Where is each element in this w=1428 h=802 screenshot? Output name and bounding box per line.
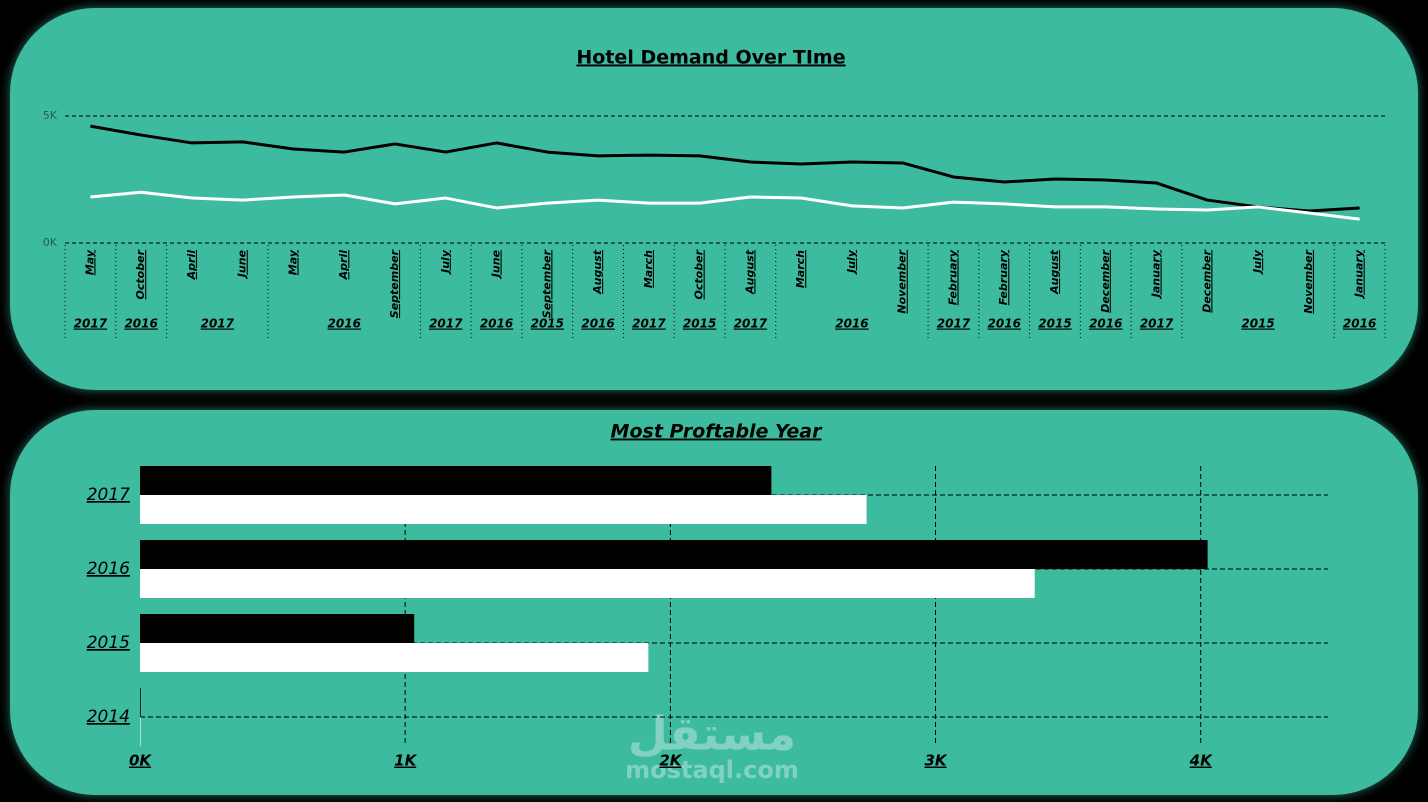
watermark: mostaql.com (625, 756, 799, 784)
x-tick-label: September (388, 249, 401, 318)
bar (140, 540, 1208, 569)
x-tick-label: October (693, 249, 706, 299)
x-tick-label: April (185, 250, 198, 281)
year-label: 2016 (328, 317, 361, 331)
chart-title: Most Proftable Year (611, 421, 824, 443)
year-label: 2015 (1038, 317, 1071, 331)
year-label: 2017 (1140, 317, 1174, 331)
year-label: 2015 (683, 317, 716, 331)
year-label: 2017 (937, 317, 971, 331)
x-tick-label: January (1150, 249, 1163, 299)
x-tick-label: November (896, 249, 909, 313)
x-tick-label: July (439, 249, 452, 275)
year-label: 2017 (429, 317, 463, 331)
year-label: 2016 (124, 317, 157, 331)
x-tick-label: July (1251, 249, 1264, 275)
year-label: 2016 (835, 317, 868, 331)
x-tick-label: May (83, 249, 96, 275)
year-label: 2017 (201, 317, 235, 331)
bar (140, 688, 141, 717)
x-tick-label: March (642, 250, 655, 288)
x-tick-label: March (794, 250, 807, 288)
x-tick-label: September (540, 249, 553, 318)
year-label: 2016 (1089, 317, 1122, 331)
x-tick-label: 1K (394, 752, 417, 770)
y-tick-label: 5K (43, 109, 58, 122)
watermark: مستقل (628, 707, 796, 761)
year-label: 2015 (1241, 317, 1274, 331)
year-label: 2017 (734, 317, 768, 331)
x-tick-label: January (1353, 249, 1366, 299)
y-tick-label: 0K (43, 236, 58, 249)
x-tick-label: 0K (129, 752, 152, 770)
x-tick-label: August (591, 249, 604, 295)
year-label: 2016 (1343, 317, 1376, 331)
y-tick-label: 2015 (87, 633, 130, 653)
line-series (90, 124, 1360, 213)
year-label: 2015 (531, 317, 564, 331)
bar (140, 569, 1035, 598)
line-series (90, 190, 1360, 221)
x-tick-label: February (946, 249, 959, 305)
x-tick-label: February (997, 249, 1010, 305)
x-tick-label: June (236, 249, 249, 279)
year-label: 2016 (581, 317, 614, 331)
y-tick-label: 2017 (87, 485, 130, 505)
x-tick-label: 3K (925, 752, 948, 770)
y-tick-label: 2014 (87, 707, 130, 727)
x-tick-label: May (286, 249, 299, 275)
year-label: 2016 (480, 317, 513, 331)
chart-title: Hotel Demand Over TIme (576, 47, 845, 69)
x-tick-label: April (337, 250, 350, 281)
year-label: 2017 (632, 317, 666, 331)
bar (140, 495, 867, 524)
x-tick-label: December (1099, 249, 1112, 312)
bar (140, 643, 649, 672)
x-tick-label: June (490, 249, 503, 279)
x-tick-label: 4K (1189, 752, 1213, 770)
bar (140, 614, 415, 643)
x-tick-label: August (1048, 249, 1061, 295)
year-label: 2017 (74, 317, 108, 331)
x-tick-label: July (845, 249, 858, 275)
bar (140, 717, 141, 746)
bar (140, 466, 772, 495)
x-tick-label: November (1302, 249, 1315, 313)
line-panel (10, 8, 1418, 390)
x-tick-label: August (743, 249, 756, 295)
x-tick-label: December (1200, 249, 1213, 312)
x-tick-label: October (134, 249, 147, 299)
year-label: 2016 (988, 317, 1021, 331)
y-tick-label: 2016 (87, 559, 130, 579)
x-tick-label: 2K (659, 752, 682, 770)
